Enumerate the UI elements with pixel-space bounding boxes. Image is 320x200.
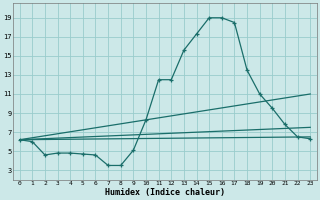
X-axis label: Humidex (Indice chaleur): Humidex (Indice chaleur) [105,188,225,197]
